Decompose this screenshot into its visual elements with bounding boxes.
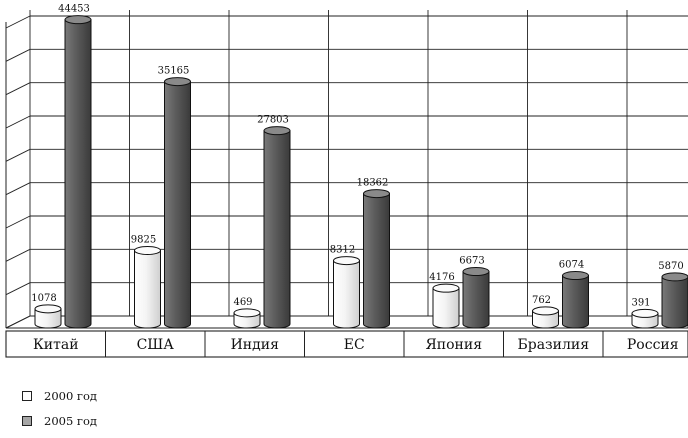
bar-body <box>34 308 62 329</box>
gridline-side <box>5 148 31 162</box>
bar-top <box>263 126 291 136</box>
legend-swatch-2005 <box>22 416 32 426</box>
data-label-2000-4: 4176 <box>429 272 454 283</box>
bar-2000-3 <box>333 256 360 329</box>
data-label-2005-6: 5870 <box>658 261 683 272</box>
bar-body <box>562 275 589 329</box>
bar-body <box>661 276 688 329</box>
bar-top <box>233 308 261 318</box>
gridline-side <box>5 115 31 129</box>
legend-swatch-2000 <box>22 391 32 401</box>
bar-body <box>432 287 460 329</box>
bar-2005-1 <box>164 77 191 329</box>
gridline-side <box>5 82 31 96</box>
gridline-side <box>5 248 31 262</box>
bar-2000-0 <box>34 304 62 329</box>
category-label-4: Япония <box>425 337 482 353</box>
chart-bars <box>34 15 688 329</box>
bar-top <box>432 283 460 293</box>
bar-body <box>333 260 360 329</box>
bar-body <box>64 19 92 329</box>
data-label-2000-6: 391 <box>631 297 650 308</box>
bar-chart: 1078 44453 9825 35165 469 27803 8312 18362 4176 6… <box>5 4 688 358</box>
data-label-2000-5: 762 <box>532 295 551 306</box>
bar-body <box>462 271 490 329</box>
bar-2005-5 <box>562 271 589 329</box>
data-label-2000-3: 8312 <box>330 245 355 256</box>
bar-top <box>462 267 490 277</box>
bar-2000-2 <box>233 308 261 329</box>
bar-body <box>263 130 291 329</box>
legend-label-2000: 2000 год <box>44 389 97 403</box>
gridline-side <box>5 182 31 196</box>
chart-data-labels: 1078 44453 9825 35165 469 27803 8312 18362 4176 6… <box>31 4 683 309</box>
bar-top <box>363 189 390 199</box>
bar-top <box>333 256 360 266</box>
bar-2005-6 <box>661 272 688 329</box>
data-label-2005-3: 18362 <box>357 178 389 189</box>
bar-body <box>164 81 191 329</box>
bar-body <box>134 250 161 329</box>
gridline-side <box>5 48 31 62</box>
category-label-0: Китай <box>33 337 79 353</box>
gridline-side <box>5 15 31 29</box>
bar-2000-4 <box>432 283 460 329</box>
data-label-2005-5: 6074 <box>559 260 584 271</box>
data-label-2005-0: 44453 <box>58 4 90 15</box>
data-label-2005-2: 27803 <box>257 115 289 126</box>
bar-top <box>164 77 191 87</box>
legend-item-2005: 2005 год <box>22 413 97 429</box>
data-label-2000-1: 9825 <box>131 235 156 246</box>
data-label-2005-1: 35165 <box>158 66 190 77</box>
gridline-side <box>5 282 31 296</box>
bar-2000-1 <box>134 246 161 329</box>
bar-2000-5 <box>532 306 559 329</box>
bar-2005-3 <box>363 189 390 329</box>
bar-top <box>134 246 161 255</box>
data-label-2000-2: 469 <box>233 297 252 308</box>
bar-top <box>631 308 659 318</box>
bar-2005-2 <box>263 126 291 329</box>
data-label-2000-0: 1078 <box>31 293 56 304</box>
category-label-2: Индия <box>231 337 279 353</box>
bar-top <box>532 306 559 316</box>
legend-label-2005: 2005 год <box>44 414 97 428</box>
bar-body <box>363 193 390 329</box>
chart-legend: 2000 год 2005 год <box>22 388 97 438</box>
bar-2005-0 <box>64 15 92 329</box>
bar-2000-6 <box>631 308 659 329</box>
category-label-3: ЕС <box>344 337 365 353</box>
data-label-2005-4: 6673 <box>459 256 484 267</box>
bar-body <box>532 310 559 329</box>
bar-2005-4 <box>462 267 490 329</box>
bar-top <box>34 304 62 314</box>
chart-category-labels: Китай США Индия ЕС Япония Бразилия Россия <box>33 337 679 353</box>
category-label-5: Бразилия <box>517 337 589 353</box>
gridline-side <box>5 215 31 229</box>
category-label-6: Россия <box>627 337 679 353</box>
legend-item-2000: 2000 год <box>22 388 97 404</box>
category-label-1: США <box>137 337 175 353</box>
bar-top <box>64 15 92 25</box>
category-row <box>5 330 688 358</box>
bar-top <box>562 271 589 281</box>
bar-top <box>661 272 688 282</box>
